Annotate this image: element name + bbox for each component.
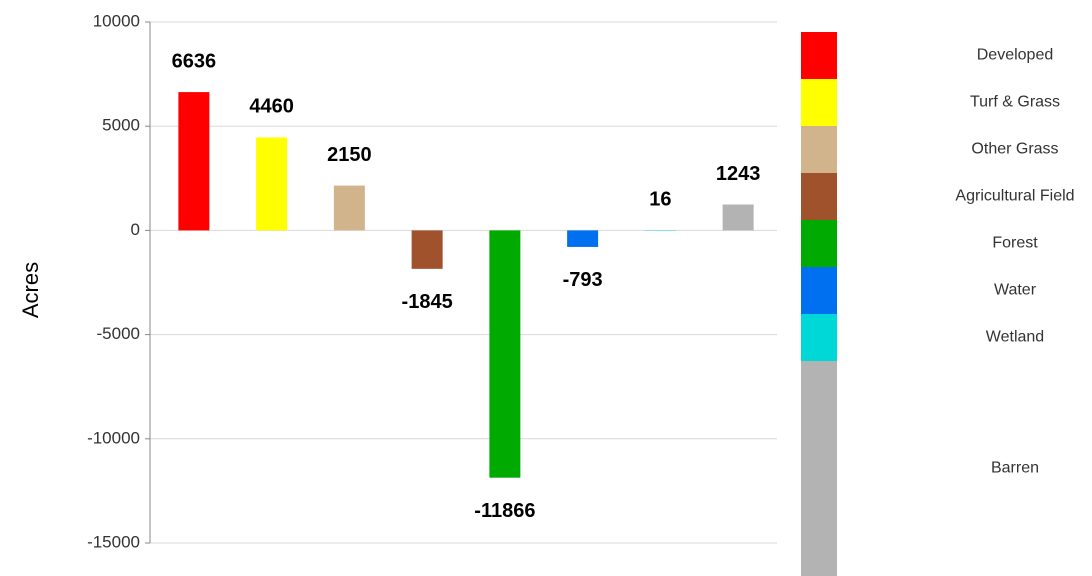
legend-swatch (801, 32, 837, 79)
legend-label: Water (994, 282, 1037, 299)
bar (256, 137, 288, 231)
data-label: 1243 (716, 163, 761, 185)
legend-label: Developed (977, 47, 1054, 64)
data-label: 16 (649, 188, 671, 210)
legend-label: Other Grass (971, 141, 1058, 158)
legend-swatch (801, 267, 837, 314)
y-tick-label: 0 (131, 220, 140, 239)
legend-swatch (801, 220, 837, 267)
bar (178, 92, 210, 231)
bar (722, 204, 754, 231)
y-tick-label: -10000 (87, 428, 140, 447)
bar (333, 185, 365, 231)
data-label: -793 (563, 269, 603, 291)
data-label: -11866 (474, 500, 535, 522)
legend-label: Turf & Grass (970, 94, 1060, 111)
bar (489, 230, 521, 478)
legend-swatch (801, 79, 837, 126)
legend-swatch (801, 361, 837, 576)
legend-swatch (801, 314, 837, 361)
legend-label: Wetland (986, 329, 1044, 346)
y-axis-title: Acres (18, 262, 43, 318)
data-label: 6636 (172, 50, 217, 72)
legend-label: Agricultural Field (955, 188, 1074, 205)
legend-swatch (801, 173, 837, 220)
y-tick-label: -5000 (97, 324, 140, 343)
data-label: -1845 (402, 291, 453, 313)
data-label: 2150 (327, 144, 372, 166)
data-label: 4460 (249, 96, 294, 118)
legend-label: Barren (991, 460, 1039, 477)
y-tick-label: 10000 (93, 11, 140, 30)
bar (411, 230, 443, 269)
y-tick-label: -15000 (87, 532, 140, 551)
legend-label: Forest (992, 235, 1038, 252)
legend-swatch (801, 126, 837, 173)
bar (567, 230, 599, 247)
y-tick-label: 5000 (102, 116, 140, 135)
